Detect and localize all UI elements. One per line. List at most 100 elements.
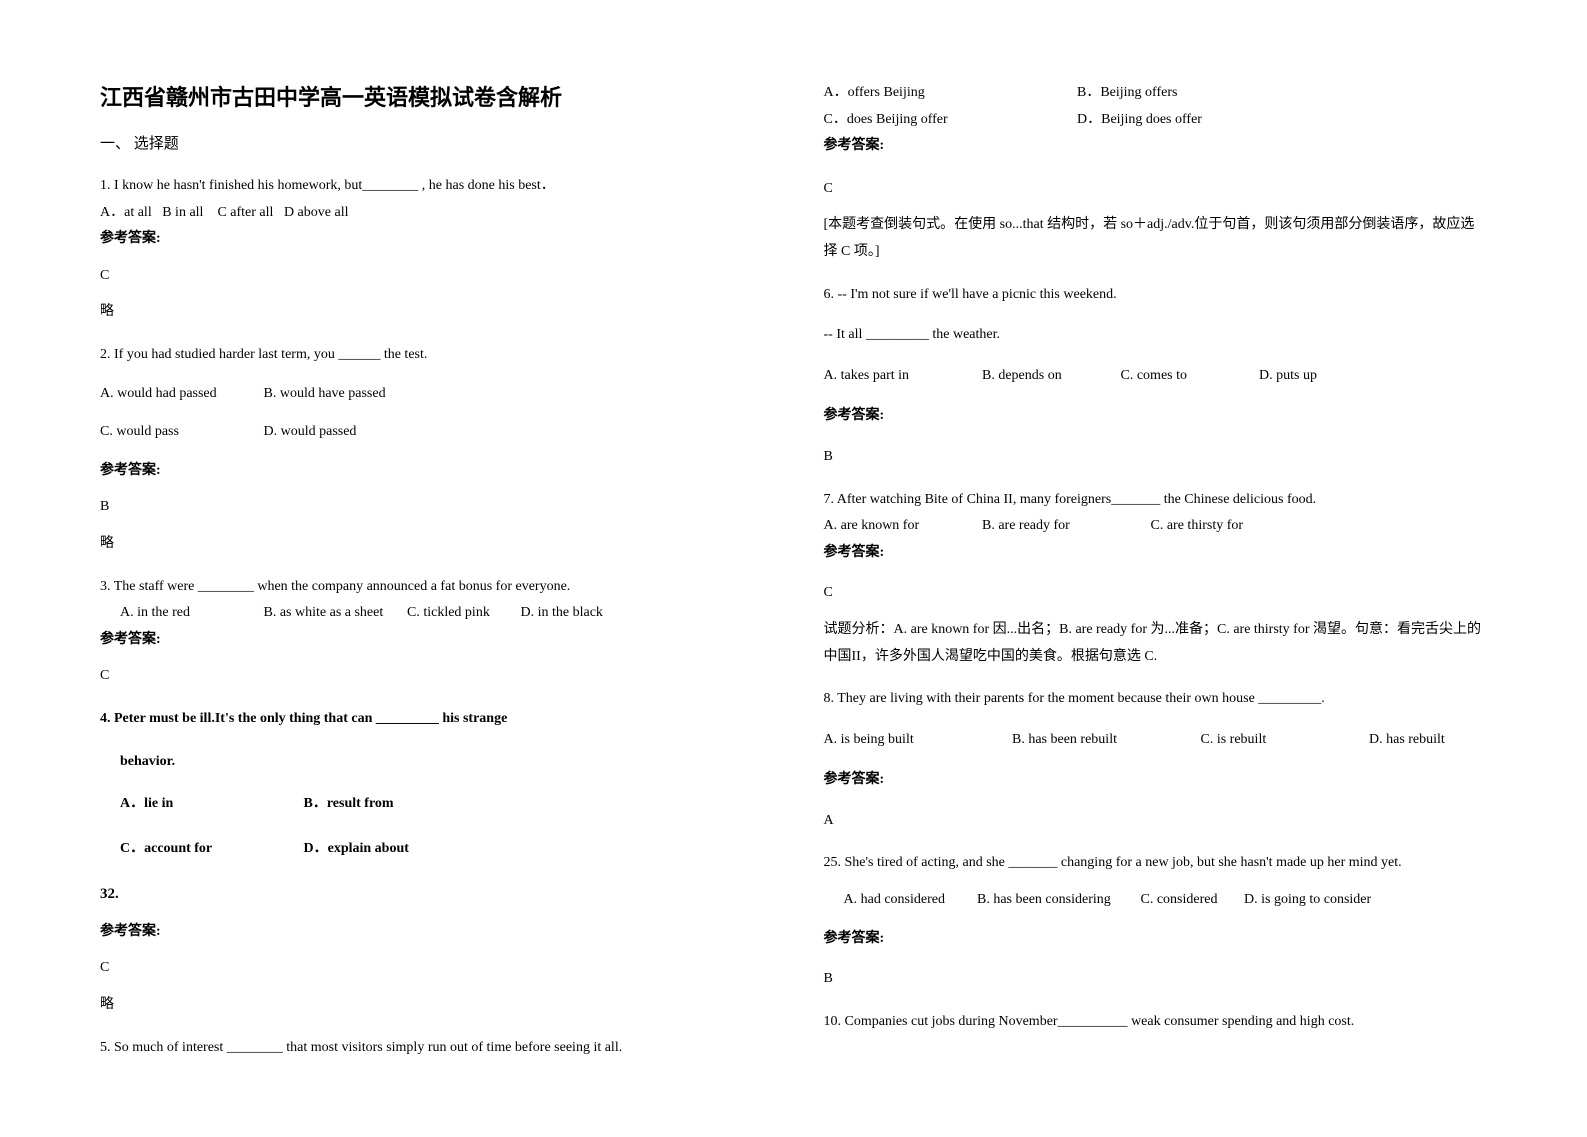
answer-value: C <box>824 176 1488 203</box>
option-c: C. comes to <box>1121 363 1221 390</box>
option-a: A. would had passed <box>100 381 260 408</box>
answer-label: 参考答案: <box>100 627 764 654</box>
question-10: 10. Companies cut jobs during November__… <box>824 1009 1488 1036</box>
answer-explanation: [本题考查倒装句式。在使用 so...that 结构时，若 so＋adj./ad… <box>824 212 1488 265</box>
question-5-text: 5. So much of interest ________ that mos… <box>100 1035 764 1062</box>
question-text-line2: -- It all _________ the weather. <box>824 322 1488 349</box>
answer-label: 参考答案: <box>824 403 1488 430</box>
option-d: D. in the black <box>521 605 603 620</box>
question-text: 25. She's tired of acting, and she _____… <box>824 850 1488 877</box>
question-number-alt: 32. <box>100 880 764 909</box>
option-c: C. is rebuilt <box>1201 727 1331 754</box>
answer-value: A <box>824 808 1488 835</box>
question-7: 7. After watching Bite of China II, many… <box>824 487 1488 671</box>
options-row-1: A．lie in B．result from <box>120 791 764 818</box>
option-a: A．offers Beijing <box>824 80 1074 107</box>
answer-note: 略 <box>100 531 764 558</box>
option-b: B. as white as a sheet <box>264 600 404 627</box>
options-row-1: A．offers Beijing B．Beijing offers <box>824 80 1488 107</box>
option-a: A．lie in <box>120 791 300 818</box>
question-9: 25. She's tired of acting, and she _____… <box>824 850 1488 992</box>
question-8: 8. They are living with their parents fo… <box>824 686 1488 834</box>
option-b: B. has been rebuilt <box>1012 727 1162 754</box>
question-4: 4. Peter must be ill.It's the only thing… <box>100 706 764 1019</box>
answer-label: 参考答案: <box>824 926 1488 953</box>
question-5-continued: A．offers Beijing B．Beijing offers C．does… <box>824 80 1488 266</box>
option-d: D. has rebuilt <box>1369 727 1445 754</box>
question-text-line1: 6. -- I'm not sure if we'll have a picni… <box>824 282 1488 309</box>
option-b: B．result from <box>304 791 484 818</box>
answer-value: B <box>824 444 1488 471</box>
question-3: 3. The staff were ________ when the comp… <box>100 574 764 690</box>
document-title: 江西省赣州市古田中学高一英语模拟试卷含解析 <box>100 80 764 112</box>
answer-value: C <box>100 955 764 982</box>
right-column: A．offers Beijing B．Beijing offers C．does… <box>824 80 1488 1077</box>
question-text: 5. So much of interest ________ that mos… <box>100 1035 764 1062</box>
option-a: A. in the red <box>120 600 260 627</box>
question-2: 2. If you had studied harder last term, … <box>100 342 764 558</box>
answer-label: 参考答案: <box>100 458 764 485</box>
option-d: D. puts up <box>1259 363 1317 390</box>
answer-label: 参考答案: <box>824 767 1488 794</box>
option-a: A. had considered <box>844 887 974 914</box>
option-b: B. has been considering <box>977 887 1137 914</box>
options-row-2: C. would pass D. would passed <box>100 419 764 446</box>
option-a: A. takes part in <box>824 363 944 390</box>
option-d: D．explain about <box>304 836 484 863</box>
option-c: C. would pass <box>100 419 260 446</box>
question-text: 10. Companies cut jobs during November__… <box>824 1009 1488 1036</box>
answer-label: 参考答案: <box>100 226 764 253</box>
option-c: C after all <box>217 205 273 220</box>
options-row-2: C．account for D．explain about <box>120 836 764 863</box>
option-b: B. would have passed <box>264 386 386 401</box>
question-options: A. takes part in B. depends on C. comes … <box>824 363 1488 390</box>
question-text: 1. I know he hasn't finished his homewor… <box>100 173 764 200</box>
option-c: C. are thirsty for <box>1151 513 1244 540</box>
page-container: 江西省赣州市古田中学高一英语模拟试卷含解析 一、 选择题 1. I know h… <box>100 80 1487 1077</box>
option-d: D. would passed <box>264 424 357 439</box>
answer-label: 参考答案: <box>100 919 764 946</box>
options-row-2: C．does Beijing offer D．Beijing does offe… <box>824 107 1488 134</box>
answer-value: B <box>100 494 764 521</box>
question-options: A．lie in B．result from C．account for D．e… <box>100 791 764 862</box>
question-text: 3. The staff were ________ when the comp… <box>100 574 764 601</box>
option-c: C．does Beijing offer <box>824 107 1074 134</box>
answer-value: C <box>100 663 764 690</box>
option-b: B．Beijing offers <box>1077 85 1177 100</box>
option-b: B. are ready for <box>982 513 1112 540</box>
answer-value: C <box>824 580 1488 607</box>
section-header: 一、 选择题 <box>100 132 764 153</box>
left-column: 江西省赣州市古田中学高一英语模拟试卷含解析 一、 选择题 1. I know h… <box>100 80 764 1077</box>
question-1: 1. I know he hasn't finished his homewor… <box>100 173 764 326</box>
question-text: 7. After watching Bite of China II, many… <box>824 487 1488 514</box>
options-row-1: A. would had passed B. would have passed <box>100 381 764 408</box>
option-c: C. considered <box>1141 887 1241 914</box>
option-b: B. depends on <box>982 363 1082 390</box>
answer-value: C <box>100 263 764 290</box>
question-text-line2: behavior. <box>100 749 764 776</box>
option-b: B in all <box>162 205 203 220</box>
option-a: A. are known for <box>824 513 944 540</box>
question-6: 6. -- I'm not sure if we'll have a picni… <box>824 282 1488 471</box>
answer-note: 略 <box>100 992 764 1019</box>
option-d: D above all <box>284 205 349 220</box>
option-a: A. is being built <box>824 727 974 754</box>
question-options: A．at all B in all C after all D above al… <box>100 200 764 227</box>
answer-label: 参考答案: <box>824 133 1488 160</box>
option-a: A．at all <box>100 205 152 220</box>
option-c: C．account for <box>120 836 300 863</box>
question-options: A. is being built B. has been rebuilt C.… <box>824 727 1488 754</box>
answer-label: 参考答案: <box>824 540 1488 567</box>
option-d: D. is going to consider <box>1244 892 1371 907</box>
question-text: 2. If you had studied harder last term, … <box>100 342 764 369</box>
question-options: A. had considered B. has been considerin… <box>824 887 1488 914</box>
question-text: 8. They are living with their parents fo… <box>824 686 1488 713</box>
answer-value: B <box>824 966 1488 993</box>
answer-explanation: 试题分析：A. are known for 因...出名；B. are read… <box>824 617 1488 670</box>
question-options: A. are known for B. are ready for C. are… <box>824 513 1488 540</box>
option-c: C. tickled pink <box>407 600 517 627</box>
answer-note: 略 <box>100 299 764 326</box>
question-text-line1: 4. Peter must be ill.It's the only thing… <box>100 706 764 733</box>
option-d: D．Beijing does offer <box>1077 112 1202 127</box>
question-options: A. in the red B. as white as a sheet C. … <box>100 600 764 627</box>
